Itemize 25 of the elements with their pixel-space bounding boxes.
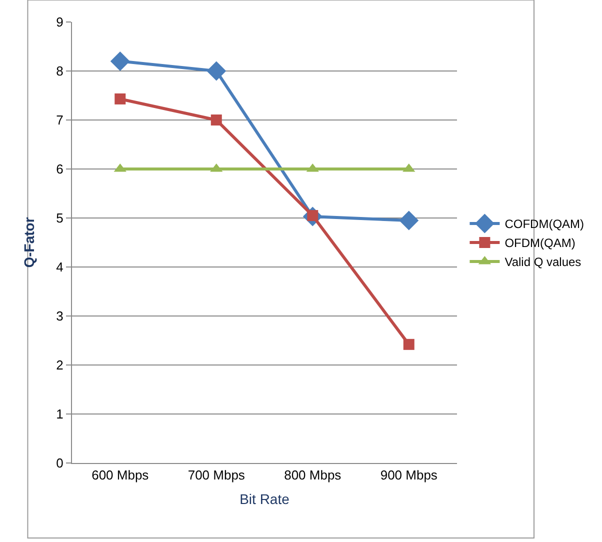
y-tick-label: 2 <box>56 358 64 373</box>
y-tick-label: 4 <box>56 260 64 275</box>
point <box>206 61 226 81</box>
y-tick-label: 3 <box>56 308 64 324</box>
x-tick-label: 600 Mbps <box>92 468 150 483</box>
legend-label: OFDM(QAM) <box>504 236 576 250</box>
y-tick-label: 1 <box>56 406 64 422</box>
y-tick-label: 9 <box>56 14 64 30</box>
legend-label: COFDM(QAM) <box>504 217 584 232</box>
x-tick-label: 900 Mbps <box>380 468 438 483</box>
legend-label: Valid Q values <box>504 255 582 270</box>
x-tick-label: 800 Mbps <box>284 468 342 483</box>
y-axis-title: Q-Fator <box>20 216 37 268</box>
point <box>110 51 130 71</box>
point <box>403 338 414 350</box>
x-axis-title: Bit Rate <box>240 490 290 507</box>
y-tick-label: 8 <box>56 64 64 79</box>
y-tick-label: 5 <box>56 210 64 226</box>
point <box>114 93 126 104</box>
point <box>210 114 222 126</box>
y-tick-label: 6 <box>56 162 64 177</box>
x-tick-label: 700 Mbps <box>188 468 246 483</box>
point <box>399 210 419 230</box>
y-tick-label: 7 <box>56 112 64 128</box>
y-tick-label: 0 <box>56 456 64 471</box>
